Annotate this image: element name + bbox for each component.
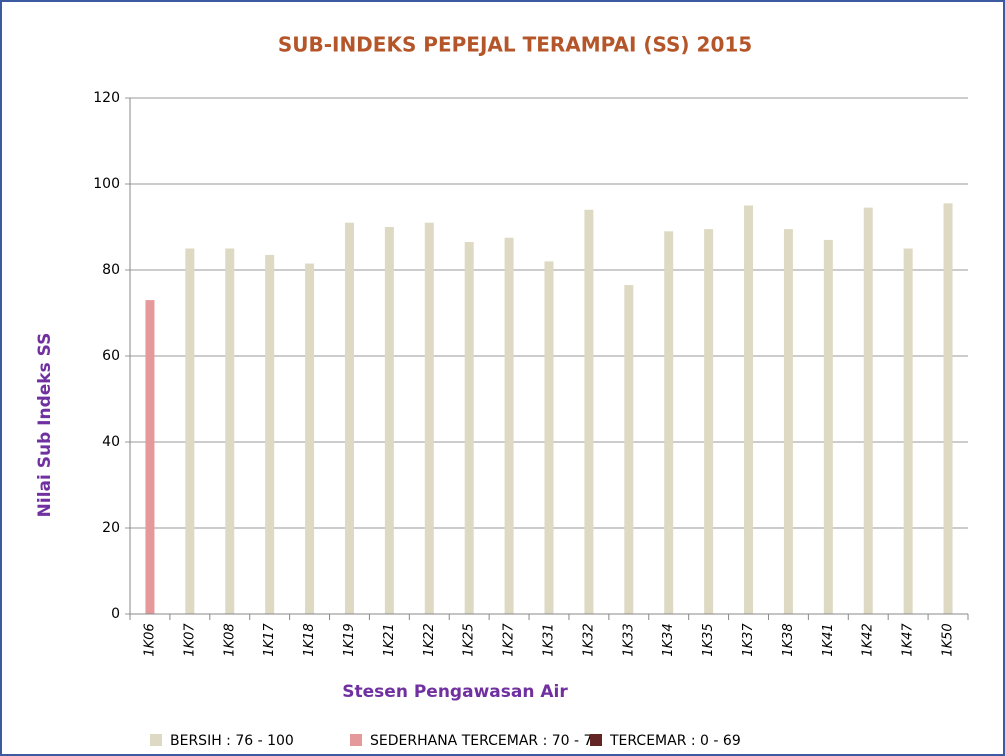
bar — [664, 231, 674, 615]
x-tick-label: 1K47 — [901, 623, 916, 657]
x-tick-label: 1K06 — [142, 623, 157, 656]
bar — [344, 222, 354, 614]
bar — [863, 207, 873, 614]
bar — [145, 300, 155, 614]
bar — [624, 285, 634, 614]
x-tick-label: 1K37 — [741, 623, 756, 657]
legend-swatch — [590, 734, 602, 746]
bar — [544, 261, 554, 614]
x-tick-label: 1K33 — [621, 623, 636, 656]
x-tick-label: 1K19 — [342, 623, 357, 656]
x-tick-label: 1K31 — [542, 623, 557, 656]
x-tick-label: 1K41 — [821, 623, 836, 656]
bar — [424, 222, 434, 614]
bar — [823, 239, 833, 614]
y-tick-label: 20 — [102, 520, 120, 536]
x-tick-label: 1K34 — [661, 623, 676, 656]
x-tick-label: 1K35 — [701, 623, 716, 656]
bar — [943, 203, 953, 614]
bar — [584, 209, 594, 615]
bar — [504, 237, 514, 614]
legend-label: BERSIH : 76 - 100 — [170, 733, 294, 749]
y-tick-label: 0 — [111, 606, 120, 622]
legend-swatch — [350, 734, 362, 746]
x-tick-label: 1K25 — [462, 623, 477, 656]
legend-label: TERCEMAR : 0 - 69 — [609, 733, 741, 749]
bar — [265, 254, 275, 614]
y-tick-label: 40 — [102, 434, 120, 450]
x-tick-label: 1K07 — [182, 623, 197, 657]
y-axis-label: Nilai Sub Indeks SS — [35, 333, 55, 518]
y-tick-label: 120 — [93, 90, 120, 106]
x-tick-label: 1K27 — [502, 623, 517, 657]
bar — [384, 227, 394, 614]
x-tick-label: 1K42 — [861, 623, 876, 656]
y-tick-label: 80 — [102, 262, 120, 278]
bar — [185, 248, 195, 614]
x-axis-label: Stesen Pengawasan Air — [342, 682, 568, 702]
x-tick-label: 1K18 — [302, 623, 317, 656]
bar — [225, 248, 235, 614]
x-tick-label: 1K22 — [422, 623, 437, 656]
bar — [783, 229, 793, 614]
bar — [903, 248, 913, 614]
y-tick-label: 60 — [102, 348, 120, 364]
x-tick-label: 1K32 — [581, 623, 596, 656]
legend-swatch — [150, 734, 162, 746]
bar — [464, 242, 474, 615]
x-tick-label: 1K17 — [262, 623, 277, 657]
legend-label: SEDERHANA TERCEMAR : 70 - 75 — [370, 733, 601, 749]
x-tick-label: 1K38 — [781, 623, 796, 656]
x-tick-label: 1K21 — [382, 623, 397, 656]
x-tick-label: 1K08 — [222, 623, 237, 656]
bar — [744, 205, 754, 614]
bar — [305, 263, 315, 614]
chart-title: SUB-INDEKS PEPEJAL TERAMPAI (SS) 2015 — [278, 33, 752, 57]
x-tick-label: 1K50 — [941, 623, 956, 656]
bar — [704, 229, 714, 614]
y-tick-label: 100 — [93, 176, 120, 192]
